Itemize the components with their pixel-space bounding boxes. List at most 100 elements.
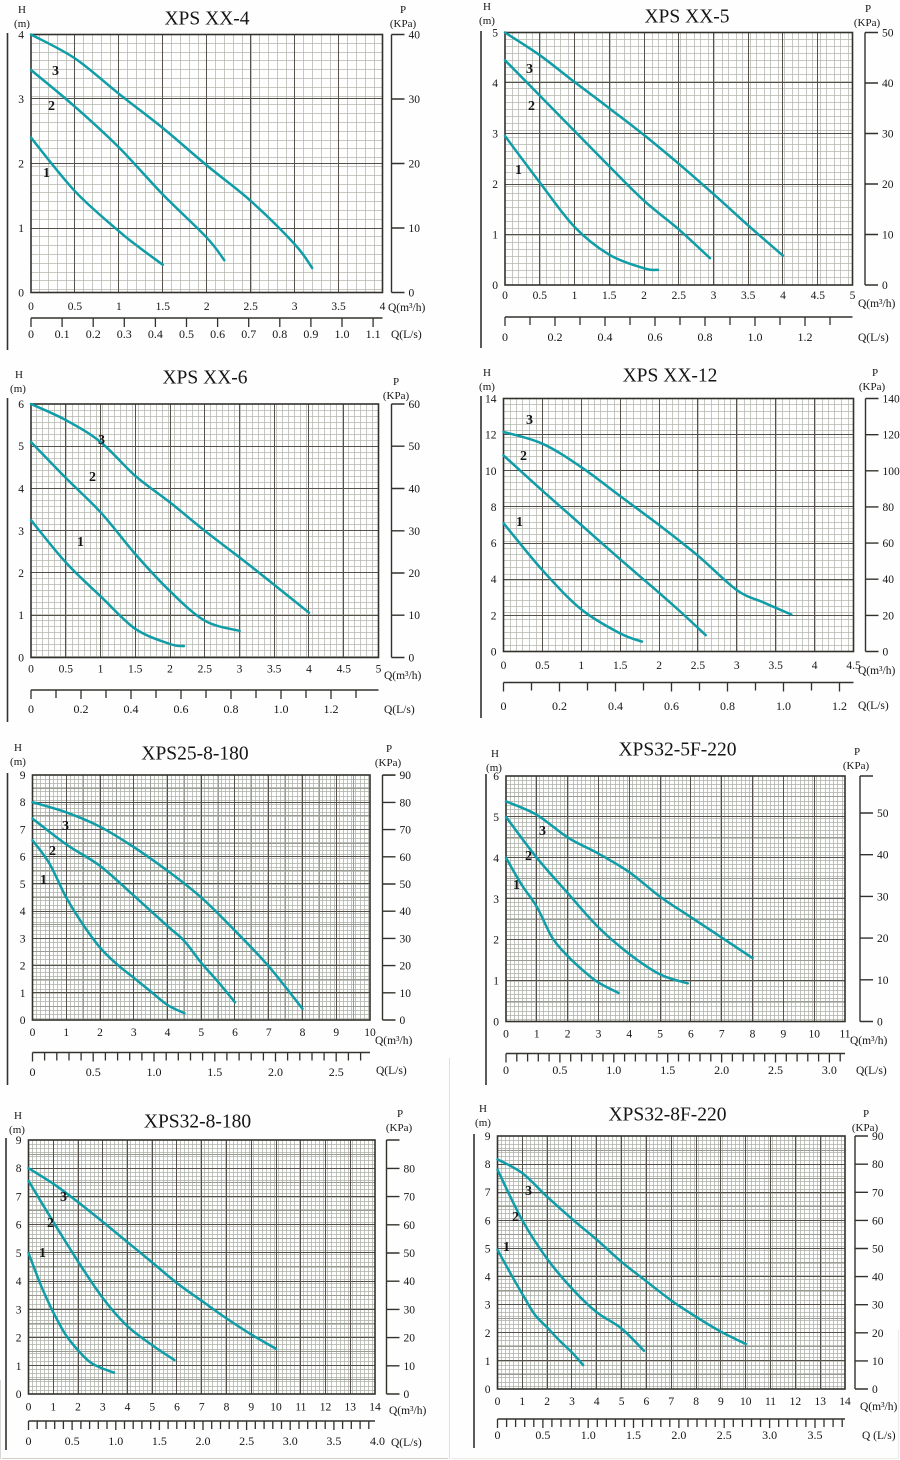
svg-text:2.0: 2.0: [268, 1065, 283, 1079]
svg-text:2: 2: [492, 179, 498, 191]
svg-text:9: 9: [333, 1027, 339, 1039]
svg-text:Q(m³/h): Q(m³/h): [850, 1035, 887, 1047]
svg-text:7: 7: [668, 1396, 674, 1408]
svg-text:6: 6: [232, 1027, 238, 1039]
svg-text:2.5: 2.5: [244, 301, 259, 313]
svg-text:8: 8: [750, 1029, 756, 1041]
svg-text:10: 10: [872, 1356, 884, 1368]
svg-text:30: 30: [877, 891, 889, 903]
svg-text:1.5: 1.5: [626, 1428, 641, 1442]
svg-text:5: 5: [18, 441, 24, 453]
svg-text:2: 2: [493, 935, 499, 947]
svg-text:9: 9: [485, 1131, 491, 1143]
svg-text:1.2: 1.2: [324, 702, 339, 716]
svg-text:1: 1: [16, 1361, 22, 1373]
svg-text:3.0: 3.0: [762, 1428, 777, 1442]
svg-text:1.5: 1.5: [602, 290, 617, 302]
svg-text:0: 0: [409, 653, 415, 665]
svg-text:2: 2: [18, 159, 24, 171]
svg-text:10: 10: [877, 975, 889, 987]
svg-text:0: 0: [26, 1434, 32, 1448]
svg-text:0: 0: [872, 1384, 878, 1396]
svg-text:14: 14: [369, 1402, 381, 1414]
svg-text:4: 4: [491, 574, 497, 586]
svg-text:0: 0: [16, 1389, 22, 1401]
svg-text:5: 5: [657, 1029, 663, 1041]
svg-text:9: 9: [718, 1396, 724, 1408]
svg-text:(KPa): (KPa): [854, 17, 881, 29]
svg-text:2.5: 2.5: [717, 1428, 732, 1442]
svg-text:7: 7: [16, 1191, 22, 1203]
svg-text:(m): (m): [479, 15, 495, 27]
svg-text:0.8: 0.8: [698, 330, 713, 344]
svg-text:40: 40: [409, 484, 421, 496]
svg-text:3.5: 3.5: [326, 1434, 341, 1448]
svg-text:P: P: [386, 743, 392, 755]
svg-text:P: P: [854, 746, 860, 758]
svg-text:1.0: 1.0: [108, 1434, 123, 1448]
svg-text:8: 8: [16, 1163, 22, 1175]
svg-text:40: 40: [883, 574, 895, 586]
svg-text:1.2: 1.2: [832, 699, 847, 713]
svg-text:3: 3: [485, 1300, 491, 1312]
svg-text:1.5: 1.5: [152, 1434, 167, 1448]
svg-text:12: 12: [485, 430, 497, 442]
svg-text:5: 5: [485, 1243, 491, 1255]
svg-text:(KPa): (KPa): [852, 1122, 879, 1134]
svg-text:3: 3: [18, 526, 24, 538]
svg-text:1.5: 1.5: [128, 664, 143, 676]
svg-text:30: 30: [404, 1304, 416, 1316]
svg-text:7: 7: [719, 1029, 725, 1041]
svg-text:0: 0: [501, 660, 507, 672]
svg-text:2: 2: [18, 568, 24, 580]
svg-text:1: 1: [493, 976, 499, 988]
svg-text:1.0: 1.0: [335, 327, 350, 341]
svg-text:8: 8: [20, 797, 26, 809]
svg-text:9: 9: [20, 770, 26, 782]
svg-text:1: 1: [513, 878, 520, 893]
svg-text:1: 1: [39, 1246, 46, 1261]
svg-text:0.4: 0.4: [124, 702, 139, 716]
svg-text:5: 5: [493, 812, 499, 824]
svg-text:0.5: 0.5: [86, 1065, 101, 1079]
svg-text:(m): (m): [10, 383, 26, 395]
svg-text:0.8: 0.8: [720, 699, 735, 713]
svg-text:1: 1: [503, 1240, 510, 1255]
svg-text:(KPa): (KPa): [390, 18, 417, 30]
svg-text:2: 2: [528, 99, 535, 114]
svg-text:3.5: 3.5: [808, 1428, 823, 1442]
svg-text:2.0: 2.0: [671, 1428, 686, 1442]
svg-text:2: 2: [544, 1396, 550, 1408]
svg-text:4.5: 4.5: [337, 664, 352, 676]
svg-text:P: P: [393, 376, 399, 388]
svg-text:3: 3: [98, 433, 105, 448]
svg-text:0: 0: [404, 1389, 410, 1401]
svg-text:3.0: 3.0: [283, 1434, 298, 1448]
svg-text:1.0: 1.0: [274, 702, 289, 716]
svg-text:2: 2: [641, 290, 647, 302]
svg-text:20: 20: [883, 610, 895, 622]
svg-text:H: H: [18, 4, 26, 16]
svg-text:0.4: 0.4: [608, 699, 623, 713]
svg-text:1: 1: [492, 230, 498, 242]
svg-text:(m): (m): [479, 381, 495, 393]
svg-text:Q(L/s): Q(L/s): [858, 700, 889, 712]
svg-text:0: 0: [28, 664, 34, 676]
svg-text:7: 7: [199, 1402, 205, 1414]
svg-text:40: 40: [877, 850, 889, 862]
svg-text:2: 2: [20, 961, 26, 973]
svg-text:H: H: [14, 1110, 22, 1122]
svg-text:H: H: [483, 1, 491, 13]
svg-text:2.0: 2.0: [714, 1063, 729, 1077]
svg-text:50: 50: [404, 1248, 416, 1260]
svg-text:5: 5: [20, 879, 26, 891]
svg-text:P: P: [400, 4, 406, 16]
svg-text:3.0: 3.0: [822, 1063, 837, 1077]
svg-text:0: 0: [882, 280, 888, 292]
svg-text:3: 3: [492, 129, 498, 141]
svg-text:4: 4: [16, 1276, 22, 1288]
svg-text:3: 3: [237, 664, 243, 676]
svg-text:20: 20: [872, 1328, 884, 1340]
svg-text:1: 1: [18, 223, 24, 235]
svg-text:XPS32-5F-220: XPS32-5F-220: [618, 740, 736, 761]
